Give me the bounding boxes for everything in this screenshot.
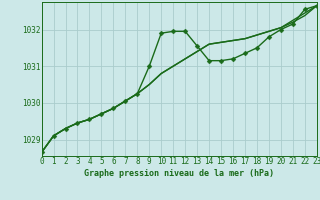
- X-axis label: Graphe pression niveau de la mer (hPa): Graphe pression niveau de la mer (hPa): [84, 169, 274, 178]
